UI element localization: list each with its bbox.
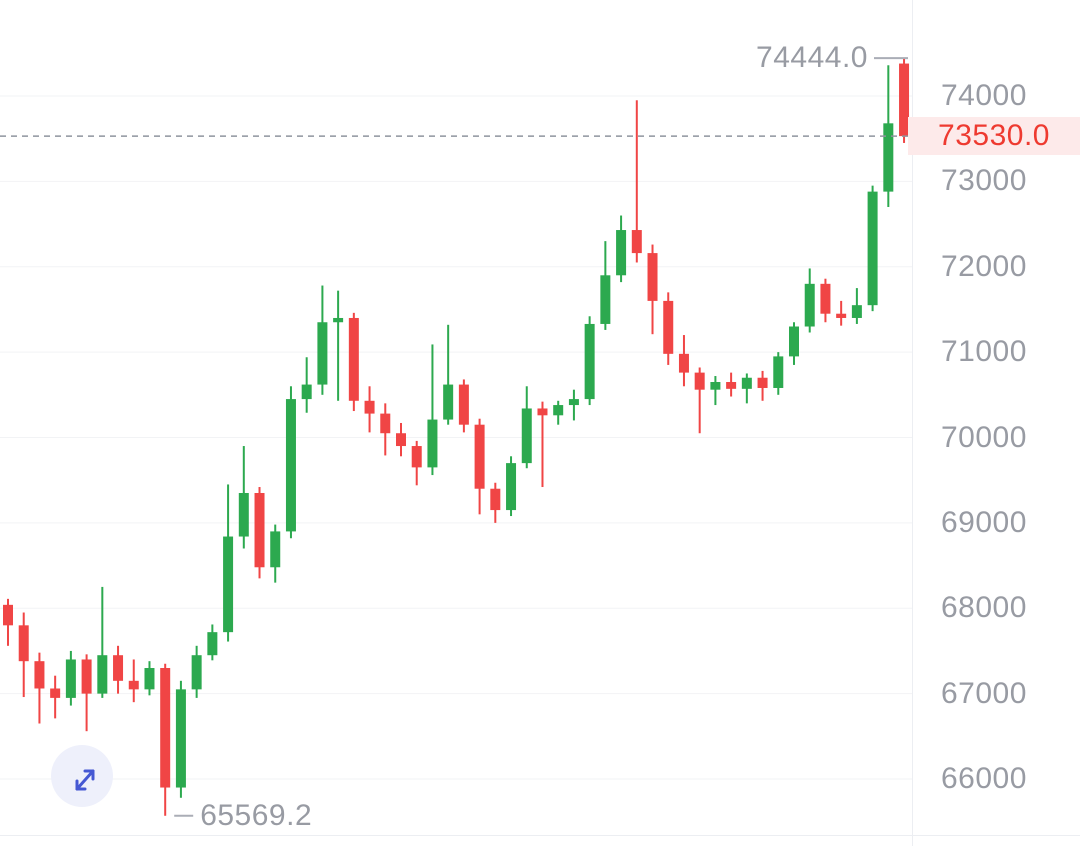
- candle-body: [3, 604, 13, 626]
- candle-body: [65, 659, 76, 698]
- candle-body: [380, 413, 391, 434]
- candle-body: [113, 655, 124, 681]
- candle-body: [726, 382, 737, 389]
- candle-body: [678, 353, 689, 373]
- candle-wick: [447, 324, 450, 425]
- y-axis-label: 70000: [941, 420, 1027, 454]
- candle-body: [851, 305, 862, 318]
- low-price-marker: 65569.2: [200, 798, 313, 832]
- candle-body: [474, 424, 485, 489]
- candle-wick: [714, 376, 717, 406]
- candle-body: [506, 463, 517, 511]
- candle-body: [348, 317, 359, 401]
- candle-body: [804, 283, 815, 327]
- candle-body: [34, 661, 45, 689]
- candle-body: [364, 400, 375, 414]
- y-axis-label: 71000: [941, 335, 1027, 369]
- candle-body: [710, 382, 721, 390]
- candle-wick: [337, 290, 340, 401]
- candle-body: [584, 323, 595, 400]
- candle-wick: [698, 367, 701, 434]
- candle-body: [836, 313, 847, 318]
- candle-body: [443, 384, 454, 420]
- y-axis-label: 74000: [941, 79, 1027, 112]
- candle-body: [223, 536, 234, 633]
- y-axis-label: 68000: [941, 591, 1027, 625]
- candle-body: [616, 230, 627, 276]
- candle-body: [741, 377, 752, 389]
- y-axis-label: 69000: [941, 505, 1027, 539]
- candle-body: [427, 419, 438, 468]
- candle-body: [317, 322, 328, 385]
- y-axis-label: 67000: [941, 676, 1027, 710]
- candle-body: [521, 408, 532, 464]
- candle-body: [128, 680, 139, 690]
- candle-body: [270, 531, 281, 568]
- candle-body: [411, 446, 422, 468]
- price-axis[interactable]: 74000 73000 72000 71000 70000 69000 68000 67000…: [912, 0, 1080, 846]
- high-price-marker: 74444.0: [756, 41, 868, 75]
- candle-body: [81, 659, 92, 694]
- candle-body: [175, 689, 186, 788]
- y-axis-label: 72000: [941, 249, 1027, 283]
- candle-wick: [541, 401, 544, 488]
- candle-body: [238, 492, 249, 537]
- candle-body: [254, 492, 265, 568]
- fullscreen-button[interactable]: [50, 744, 114, 808]
- candle-body: [663, 300, 674, 354]
- candle-body: [285, 399, 296, 532]
- candle-body: [568, 399, 579, 406]
- candle-body: [333, 317, 344, 323]
- current-price-label: 73530.0: [908, 117, 1080, 156]
- candle-body: [757, 377, 768, 388]
- candle-body: [97, 655, 108, 694]
- y-axis-label: 66000: [941, 762, 1027, 795]
- candle-body: [899, 63, 910, 137]
- candle-wick: [431, 344, 434, 476]
- candle-wick: [635, 100, 638, 263]
- candle-body: [647, 253, 658, 301]
- candle-body: [600, 275, 611, 324]
- candle-body: [820, 283, 831, 314]
- candle-body: [553, 405, 564, 416]
- candle-body: [458, 384, 469, 425]
- candle-body: [301, 384, 312, 400]
- candle-body: [160, 668, 171, 788]
- candle-body: [789, 326, 799, 357]
- y-axis-label: 73000: [941, 164, 1027, 198]
- candle-body: [631, 230, 642, 254]
- candle-body: [396, 433, 406, 447]
- candle-body: [144, 668, 155, 690]
- candle-wick: [101, 586, 104, 698]
- candle-body: [207, 632, 218, 656]
- candle-body: [867, 191, 878, 306]
- candle-body: [490, 488, 501, 511]
- candle-body: [18, 625, 29, 662]
- expand-arrows-icon: [51, 745, 113, 807]
- candle-body: [537, 408, 548, 416]
- candle-body: [883, 123, 894, 192]
- candle-body: [191, 655, 202, 690]
- candle-body: [773, 356, 784, 388]
- candle-wick: [840, 300, 843, 326]
- candle-body: [694, 372, 705, 390]
- candle-body: [50, 688, 61, 698]
